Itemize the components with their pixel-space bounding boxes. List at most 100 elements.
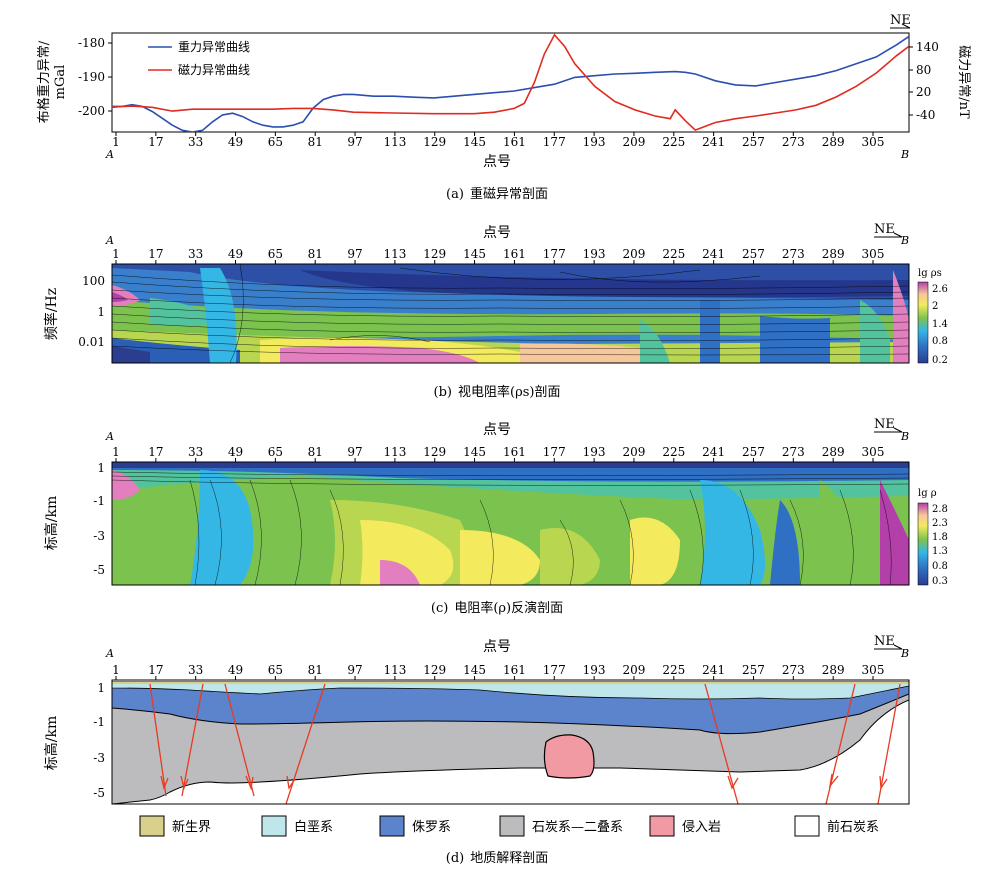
intrusive-rock	[543, 734, 595, 779]
colorbar-tick: 1.8	[932, 532, 948, 543]
panel-b-top-axis: 点号 1 17 33 49 65 81 97 113 129 145 161 177 193 209 225…	[105, 222, 909, 264]
x-tick-label: 241	[702, 247, 725, 261]
panel-d-north-arrow: NE	[874, 634, 903, 650]
y-tick-label: 0.01	[78, 335, 105, 349]
panel-d: 点号 1 17 33 49 65 81 97 113 129 145 161 177 193 209 225…	[43, 634, 910, 805]
panel-a-x-axis: 1 17 33 49 65 81 97 113 129 145 161 177 193 209 225 241…	[105, 13, 911, 170]
svg-text:NE: NE	[890, 13, 911, 28]
left-axis-label: 布格重力异常/	[36, 40, 52, 123]
x-tick-label: 177	[543, 247, 566, 261]
x-tick-label: 97	[347, 135, 362, 149]
x-tick-label: 225	[662, 247, 685, 261]
x-tick-label: 161	[503, 247, 526, 261]
svg-text:NE: NE	[874, 222, 895, 237]
colorbar-tick: 2.6	[932, 284, 948, 295]
left-tick-label: -190	[78, 70, 105, 84]
panel-b-x-tick-labels: 1 17 33 49 65 81 97 113 129 145 161 177 193 209 225 241…	[112, 247, 884, 264]
x-tick-label: 145	[463, 135, 486, 149]
panel-d-end-label: B	[900, 647, 909, 660]
panel-a-end-label: B	[900, 148, 909, 161]
x-tick-label: 161	[503, 445, 526, 459]
panel-c-x-label: 点号	[483, 422, 511, 438]
x-tick-label: 65	[268, 663, 283, 677]
x-tick-label: 129	[423, 663, 446, 677]
panel-b-start-label: A	[105, 234, 114, 247]
panel-b-caption: (b) 视电阻率(ρs)剖面	[434, 384, 561, 400]
panel-c-resistivity-map	[112, 462, 909, 585]
panel-a-legend: 重力异常曲线 磁力异常曲线	[148, 40, 250, 77]
x-tick-label: 273	[782, 247, 805, 261]
panel-c-frame	[111, 461, 910, 586]
panel-a-x-label: 点号	[483, 154, 511, 170]
magnetic-anomaly-line	[112, 33, 909, 132]
left-tick-label: -200	[78, 104, 105, 118]
panel-c-north-arrow: NE	[874, 417, 903, 433]
legend-swatch	[499, 815, 525, 837]
x-tick-label: 81	[308, 663, 323, 677]
x-tick-label: 49	[228, 445, 243, 459]
x-tick-label: 257	[742, 445, 765, 459]
x-tick-label: 209	[622, 247, 645, 261]
panel-d-y-label: 标高/km	[43, 716, 60, 770]
panel-b: 点号 1 17 33 49 65 81 97 113 129 145 161 177 193 209 225…	[43, 222, 948, 366]
x-tick-label: 289	[822, 445, 845, 459]
x-tick-label: 241	[702, 663, 725, 677]
x-tick-label: 289	[822, 135, 845, 149]
x-tick-label: 1	[112, 247, 120, 261]
x-tick-label: 17	[148, 247, 163, 261]
x-tick-label: 273	[782, 445, 805, 459]
colorbar-tick: 1.4	[932, 319, 948, 330]
x-tick-label: 129	[423, 135, 446, 149]
right-tick-label: 80	[916, 63, 931, 77]
y-tick-label: -5	[93, 786, 105, 800]
colorbar-title: lg ρ	[918, 488, 937, 499]
panel-c-y-label: 标高/km	[43, 496, 60, 550]
x-tick-label: 81	[308, 135, 323, 149]
x-tick-label: 193	[583, 445, 606, 459]
cretaceous-layer	[112, 681, 909, 700]
x-tick-label: 193	[583, 247, 606, 261]
panel-c-top-axis: 点号 1 17 33 49 65 81 97 113 129 145 161 177 193 209 225…	[105, 417, 909, 462]
fault-lines	[149, 683, 901, 804]
legend-label: 石炭系—二叠系	[532, 820, 623, 835]
x-tick-label: 113	[383, 135, 406, 149]
x-tick-label: 97	[347, 445, 362, 459]
cenozoic-top	[112, 682, 909, 684]
x-tick-label: 273	[782, 663, 805, 677]
right-axis-label: 磁力异常/nT	[956, 45, 971, 119]
panel-a-x-tick-labels: 1 17 33 49 65 81 97 113 129 145 161 177 193 209 225 241…	[112, 132, 884, 149]
legend-label: 侏罗系	[412, 820, 451, 835]
legend-swatch	[261, 815, 287, 837]
panel-b-x-label: 点号	[483, 225, 511, 241]
x-tick-label: 305	[862, 663, 885, 677]
x-tick-label: 145	[463, 247, 486, 261]
panel-d-start-label: A	[105, 647, 114, 660]
x-tick-label: 17	[148, 663, 163, 677]
x-tick-label: 1	[112, 663, 120, 677]
x-tick-label: 257	[742, 135, 765, 149]
x-tick-label: 209	[622, 663, 645, 677]
y-tick-label: -1	[93, 494, 105, 508]
y-tick-label: 100	[82, 274, 105, 288]
legend-label: 前石炭系	[827, 819, 879, 835]
x-tick-label: 97	[347, 247, 362, 261]
x-tick-label: 81	[308, 445, 323, 459]
colorbar-title: lg ρs	[918, 268, 942, 279]
x-tick-label: 33	[188, 663, 203, 677]
x-tick-label: 113	[383, 445, 406, 459]
x-tick-label: 65	[268, 247, 283, 261]
panel-d-y-axis: 1 -1 -3 -5 标高/km	[43, 681, 105, 800]
panel-b-y-label: 频率/Hz	[43, 288, 60, 340]
legend-magnetic: 磁力异常曲线	[178, 62, 250, 77]
x-tick-label: 225	[662, 663, 685, 677]
x-tick-label: 177	[543, 445, 566, 459]
x-tick-label: 81	[308, 247, 323, 261]
y-tick-label: -1	[93, 715, 105, 729]
x-tick-label: 65	[268, 135, 283, 149]
panel-d-x-tick-labels: 1 17 33 49 65 81 97 113 129 145 161 177 193 209 225 241…	[112, 663, 884, 680]
panel-d-x-label: 点号	[483, 639, 511, 655]
legend-label: 白垩系	[294, 819, 333, 835]
x-tick-label: 289	[822, 663, 845, 677]
x-tick-label: 241	[702, 135, 725, 149]
